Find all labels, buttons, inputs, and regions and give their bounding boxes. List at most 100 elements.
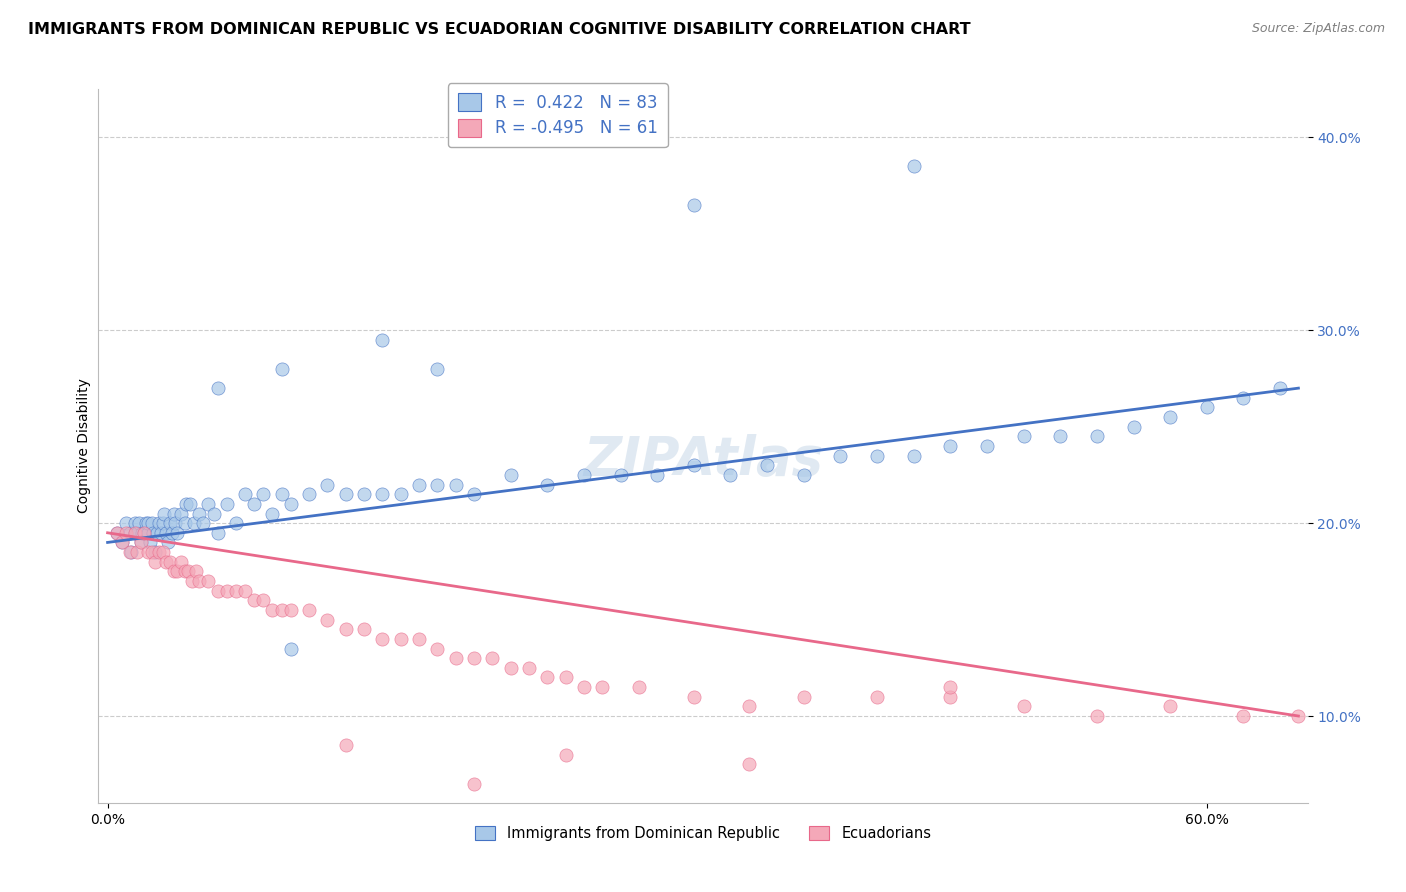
Point — [233, 487, 256, 501]
Point — [536, 477, 558, 491]
Point — [252, 593, 274, 607]
Point — [793, 467, 815, 482]
Point — [162, 565, 184, 579]
Point — [270, 487, 292, 501]
Point — [499, 661, 522, 675]
Point — [180, 574, 202, 588]
Text: Source: ZipAtlas.com: Source: ZipAtlas.com — [1251, 22, 1385, 36]
Point — [463, 487, 485, 501]
Point — [444, 477, 467, 491]
Point — [939, 690, 962, 704]
Point — [170, 507, 193, 521]
Point — [159, 555, 181, 569]
Point — [1122, 419, 1144, 434]
Point — [298, 603, 321, 617]
Point — [152, 516, 174, 530]
Point — [131, 525, 153, 540]
Point — [426, 477, 449, 491]
Point — [191, 516, 214, 530]
Point — [1012, 429, 1035, 443]
Point — [682, 198, 704, 212]
Point — [426, 641, 449, 656]
Point — [149, 525, 172, 540]
Point — [756, 458, 779, 473]
Point — [720, 467, 742, 482]
Point — [444, 651, 467, 665]
Point — [298, 487, 321, 501]
Point — [536, 670, 558, 684]
Point — [645, 467, 668, 482]
Point — [1268, 381, 1291, 395]
Point — [976, 439, 998, 453]
Point — [183, 516, 205, 530]
Point — [389, 487, 412, 501]
Point — [207, 583, 229, 598]
Point — [148, 545, 170, 559]
Point — [1085, 429, 1108, 443]
Point — [627, 680, 650, 694]
Point — [197, 574, 219, 588]
Point — [426, 362, 449, 376]
Point — [215, 583, 238, 598]
Point — [738, 757, 761, 772]
Point — [173, 565, 195, 579]
Point — [152, 545, 174, 559]
Point — [105, 525, 128, 540]
Point — [280, 603, 302, 617]
Point — [124, 525, 146, 540]
Point — [316, 613, 339, 627]
Text: ZIPAtlas: ZIPAtlas — [583, 434, 823, 486]
Point — [353, 622, 375, 636]
Point — [128, 516, 150, 530]
Point — [262, 603, 284, 617]
Point — [335, 487, 357, 501]
Point — [125, 525, 148, 540]
Point — [207, 381, 229, 395]
Point — [166, 565, 188, 579]
Point — [124, 525, 146, 540]
Point — [866, 449, 889, 463]
Point — [134, 525, 156, 540]
Point — [903, 449, 925, 463]
Point — [353, 487, 375, 501]
Point — [111, 535, 134, 549]
Point — [141, 516, 163, 530]
Point — [408, 632, 430, 646]
Point — [270, 362, 292, 376]
Point — [1049, 429, 1071, 443]
Point — [155, 555, 177, 569]
Point — [142, 525, 165, 540]
Point — [1232, 391, 1254, 405]
Point — [335, 738, 357, 752]
Point — [1195, 401, 1218, 415]
Y-axis label: Cognitive Disability: Cognitive Disability — [77, 378, 91, 514]
Point — [170, 555, 193, 569]
Point — [554, 670, 576, 684]
Point — [270, 603, 292, 617]
Point — [738, 699, 761, 714]
Point — [463, 776, 485, 790]
Point — [939, 439, 962, 453]
Point — [243, 497, 266, 511]
Point — [165, 516, 187, 530]
Point — [159, 516, 181, 530]
Point — [252, 487, 274, 501]
Point — [179, 497, 201, 511]
Point — [554, 747, 576, 762]
Point — [162, 507, 184, 521]
Point — [129, 535, 152, 549]
Point — [371, 333, 394, 347]
Point — [173, 516, 195, 530]
Point — [830, 449, 852, 463]
Point — [609, 467, 631, 482]
Point — [903, 159, 925, 173]
Point — [682, 690, 704, 704]
Point — [188, 574, 211, 588]
Point — [197, 497, 219, 511]
Point — [389, 632, 412, 646]
Point — [243, 593, 266, 607]
Point — [793, 690, 815, 704]
Point — [115, 516, 138, 530]
Point — [188, 507, 211, 521]
Point — [225, 516, 247, 530]
